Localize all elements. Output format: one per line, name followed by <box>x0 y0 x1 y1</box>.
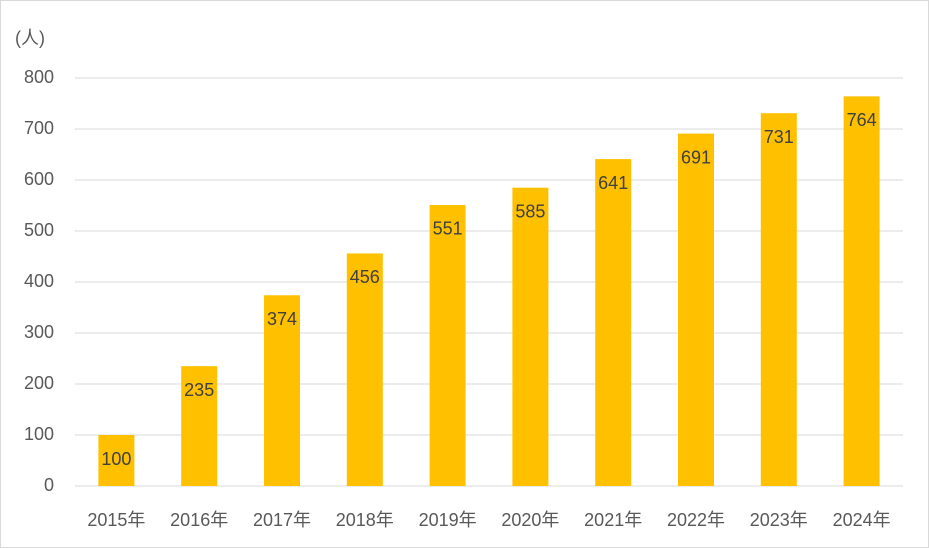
value-label: 100 <box>101 449 131 469</box>
x-tick-label: 2022年 <box>667 510 725 530</box>
value-label: 551 <box>433 219 463 239</box>
y-tick-label: 200 <box>24 373 54 393</box>
bar <box>181 366 218 486</box>
bar <box>512 187 549 486</box>
value-label: 456 <box>350 267 380 287</box>
x-tick-label: 2018年 <box>336 510 394 530</box>
y-tick-label: 600 <box>24 169 54 189</box>
value-label: 764 <box>847 110 877 130</box>
value-label: 585 <box>515 201 545 221</box>
bar <box>346 253 383 486</box>
x-tick-label: 2023年 <box>750 510 808 530</box>
y-tick-label: 400 <box>24 271 54 291</box>
y-tick-label: 500 <box>24 220 54 240</box>
x-tick-label: 2017年 <box>253 510 311 530</box>
y-tick-label: 0 <box>44 475 54 495</box>
value-label: 235 <box>184 380 214 400</box>
x-tick-label: 2020年 <box>501 510 559 530</box>
x-tick-label: 2024年 <box>833 510 891 530</box>
bar <box>429 204 466 487</box>
y-axis-label: (人) <box>15 28 45 48</box>
x-tick-label: 2019年 <box>419 510 477 530</box>
bar <box>595 159 632 486</box>
value-label: 374 <box>267 309 297 329</box>
x-tick-label: 2021年 <box>584 510 642 530</box>
value-label: 731 <box>764 127 794 147</box>
x-tick-label: 2016年 <box>170 510 228 530</box>
bar <box>843 96 880 487</box>
y-tick-label: 700 <box>24 118 54 138</box>
bar <box>678 133 714 486</box>
bar <box>264 295 300 486</box>
value-label: 691 <box>681 147 711 167</box>
x-tick-label: 2015年 <box>87 510 145 530</box>
y-tick-label: 300 <box>24 322 54 342</box>
bar <box>98 435 135 486</box>
y-tick-label: 800 <box>24 67 54 87</box>
bar <box>760 113 797 486</box>
value-label: 641 <box>598 173 628 193</box>
y-tick-label: 100 <box>24 424 54 444</box>
